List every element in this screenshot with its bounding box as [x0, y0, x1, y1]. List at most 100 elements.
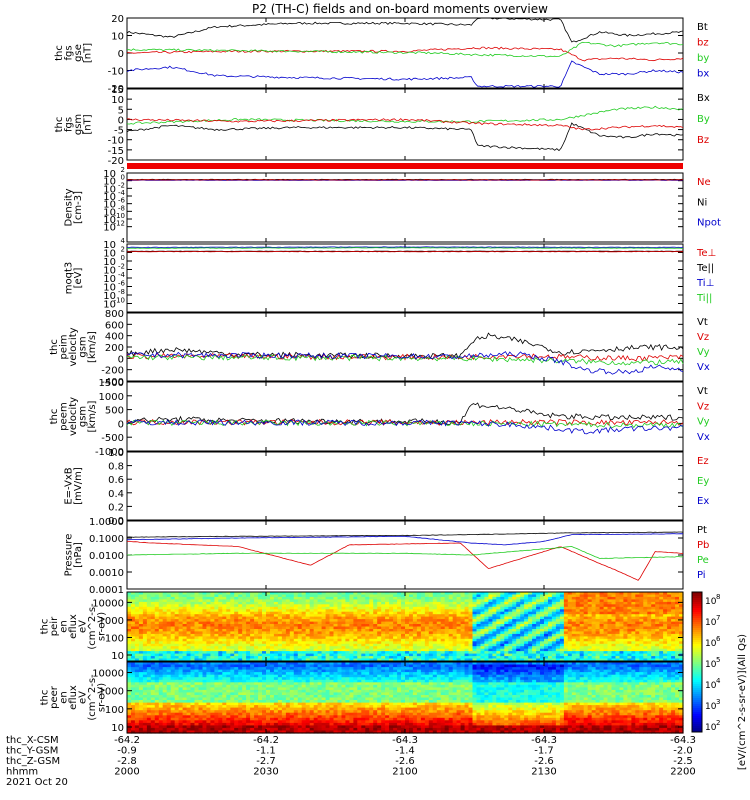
- spectrogram-cell: [178, 606, 184, 610]
- spectrogram-cell: [285, 626, 291, 630]
- spectrogram-cell: [182, 616, 188, 620]
- spectrogram-cell: [254, 636, 259, 640]
- spectrogram-cell: [131, 633, 136, 637]
- spectrogram-cell: [186, 653, 192, 657]
- spectrogram-cell: [285, 646, 291, 650]
- spectrogram-cell: [178, 656, 184, 660]
- spectrogram-cell: [202, 624, 208, 628]
- spectrogram-cell: [162, 599, 168, 603]
- spectrogram-cell: [270, 643, 275, 647]
- spectrogram-cell: [146, 629, 152, 633]
- spectrogram-cell: [138, 604, 144, 608]
- spectrogram-cell: [250, 653, 255, 657]
- spectrogram-cell: [222, 653, 227, 657]
- spectrogram-cell: [206, 611, 211, 615]
- spectrogram-cell: [138, 633, 144, 637]
- spectrogram-cell: [277, 616, 283, 620]
- spectrogram-cell: [281, 611, 287, 615]
- series-line-Bx: [126, 122, 684, 152]
- spectrogram-cell: [146, 596, 152, 600]
- spectrogram-cell: [210, 601, 215, 605]
- spectrogram-cell: [214, 619, 219, 623]
- spectrogram-cell: [182, 609, 188, 613]
- spectrogram-cell: [210, 611, 215, 615]
- spectrogram-cell: [131, 609, 136, 613]
- y-tick-label: 0.8: [108, 462, 124, 473]
- spectrogram-cell: [146, 638, 152, 642]
- spectrogram-cell: [262, 638, 267, 642]
- spectrogram-cell: [222, 651, 227, 655]
- y-tick-label: 600: [105, 320, 124, 331]
- spectrogram-cell: [254, 641, 259, 645]
- legend-Npot: Npot: [697, 218, 721, 229]
- spectrogram-cell: [226, 614, 231, 618]
- spectrogram-cell: [222, 643, 227, 647]
- spectrogram-cell: [266, 638, 271, 642]
- y-axis-label-line: thc: [49, 339, 60, 355]
- spectrogram-cell: [158, 631, 164, 635]
- spectrogram-cell: [254, 604, 259, 608]
- spectrogram-cell: [162, 606, 168, 610]
- spectrogram-cell: [206, 621, 211, 625]
- spectrogram-cell: [131, 626, 136, 630]
- spectrogram-cell: [234, 596, 239, 600]
- spectrogram-cell: [127, 651, 132, 655]
- spectrogram-cell: [198, 641, 204, 645]
- spectrogram-cell: [127, 633, 132, 637]
- spectrogram-cell: [131, 621, 136, 625]
- spectrogram-cell: [131, 646, 136, 650]
- spectrogram-cell: [262, 609, 267, 613]
- spectrogram-cell: [127, 609, 132, 613]
- spectrogram-cell: [266, 611, 271, 615]
- spectrogram-cell: [186, 636, 192, 640]
- y-tick-label: 10: [103, 283, 116, 294]
- spectrogram-cell: [150, 601, 156, 605]
- spectrogram-cell: [166, 638, 172, 642]
- spectrogram-cell: [154, 594, 160, 598]
- spectrogram-cell: [127, 658, 132, 662]
- spectrogram-cell: [238, 631, 243, 635]
- spectrogram-cell: [166, 606, 172, 610]
- spectrogram-cell: [131, 604, 136, 608]
- spectrogram-cell: [154, 629, 160, 633]
- y-tick-label: 0.4: [108, 489, 124, 500]
- spectrogram-cell: [226, 619, 231, 623]
- spectrogram-cell: [138, 648, 144, 652]
- spectrogram-cell: [285, 592, 291, 596]
- spectrogram-cell: [238, 616, 243, 620]
- spectrogram-cell: [222, 596, 227, 600]
- spectrogram-cell: [142, 656, 148, 660]
- spectrogram-cell: [262, 606, 267, 610]
- spectrogram-cell: [226, 633, 231, 637]
- spectrogram-cell: [246, 658, 251, 662]
- spectrogram-cell: [210, 643, 215, 647]
- spectrogram-cell: [131, 619, 136, 623]
- y-axis-label-line: peim: [59, 334, 70, 359]
- spectrogram-cell: [174, 638, 180, 642]
- spectrogram-cell: [273, 601, 279, 605]
- spectrogram-cell: [266, 621, 271, 625]
- y-tick-label: 0.2: [108, 502, 124, 513]
- spectrogram-cell: [174, 636, 180, 640]
- spectrogram-cell: [250, 621, 255, 625]
- spectrogram-cell: [202, 648, 208, 652]
- spectrogram-cell: [242, 594, 247, 598]
- spectrogram-cell: [198, 599, 204, 603]
- spectrogram-cell: [246, 614, 251, 618]
- spectrogram-cell: [222, 631, 227, 635]
- y-tick-label: 10: [103, 192, 116, 203]
- spectrogram-cell: [198, 629, 204, 633]
- spectrogram-cell: [127, 596, 132, 600]
- spectrogram-cell: [127, 619, 132, 623]
- spectrogram-cell: [206, 626, 211, 630]
- spectrogram-cell: [150, 631, 156, 635]
- spectrogram-cell: [190, 621, 196, 625]
- spectrogram-cell: [190, 658, 196, 662]
- spectrogram-cell: [246, 599, 251, 603]
- legend-Ne: Ne: [697, 177, 711, 188]
- spectrogram-cell: [285, 631, 291, 635]
- spectrogram-cell: [166, 621, 172, 625]
- spectrogram-cell: [218, 631, 223, 635]
- spectrogram-cell: [246, 596, 251, 600]
